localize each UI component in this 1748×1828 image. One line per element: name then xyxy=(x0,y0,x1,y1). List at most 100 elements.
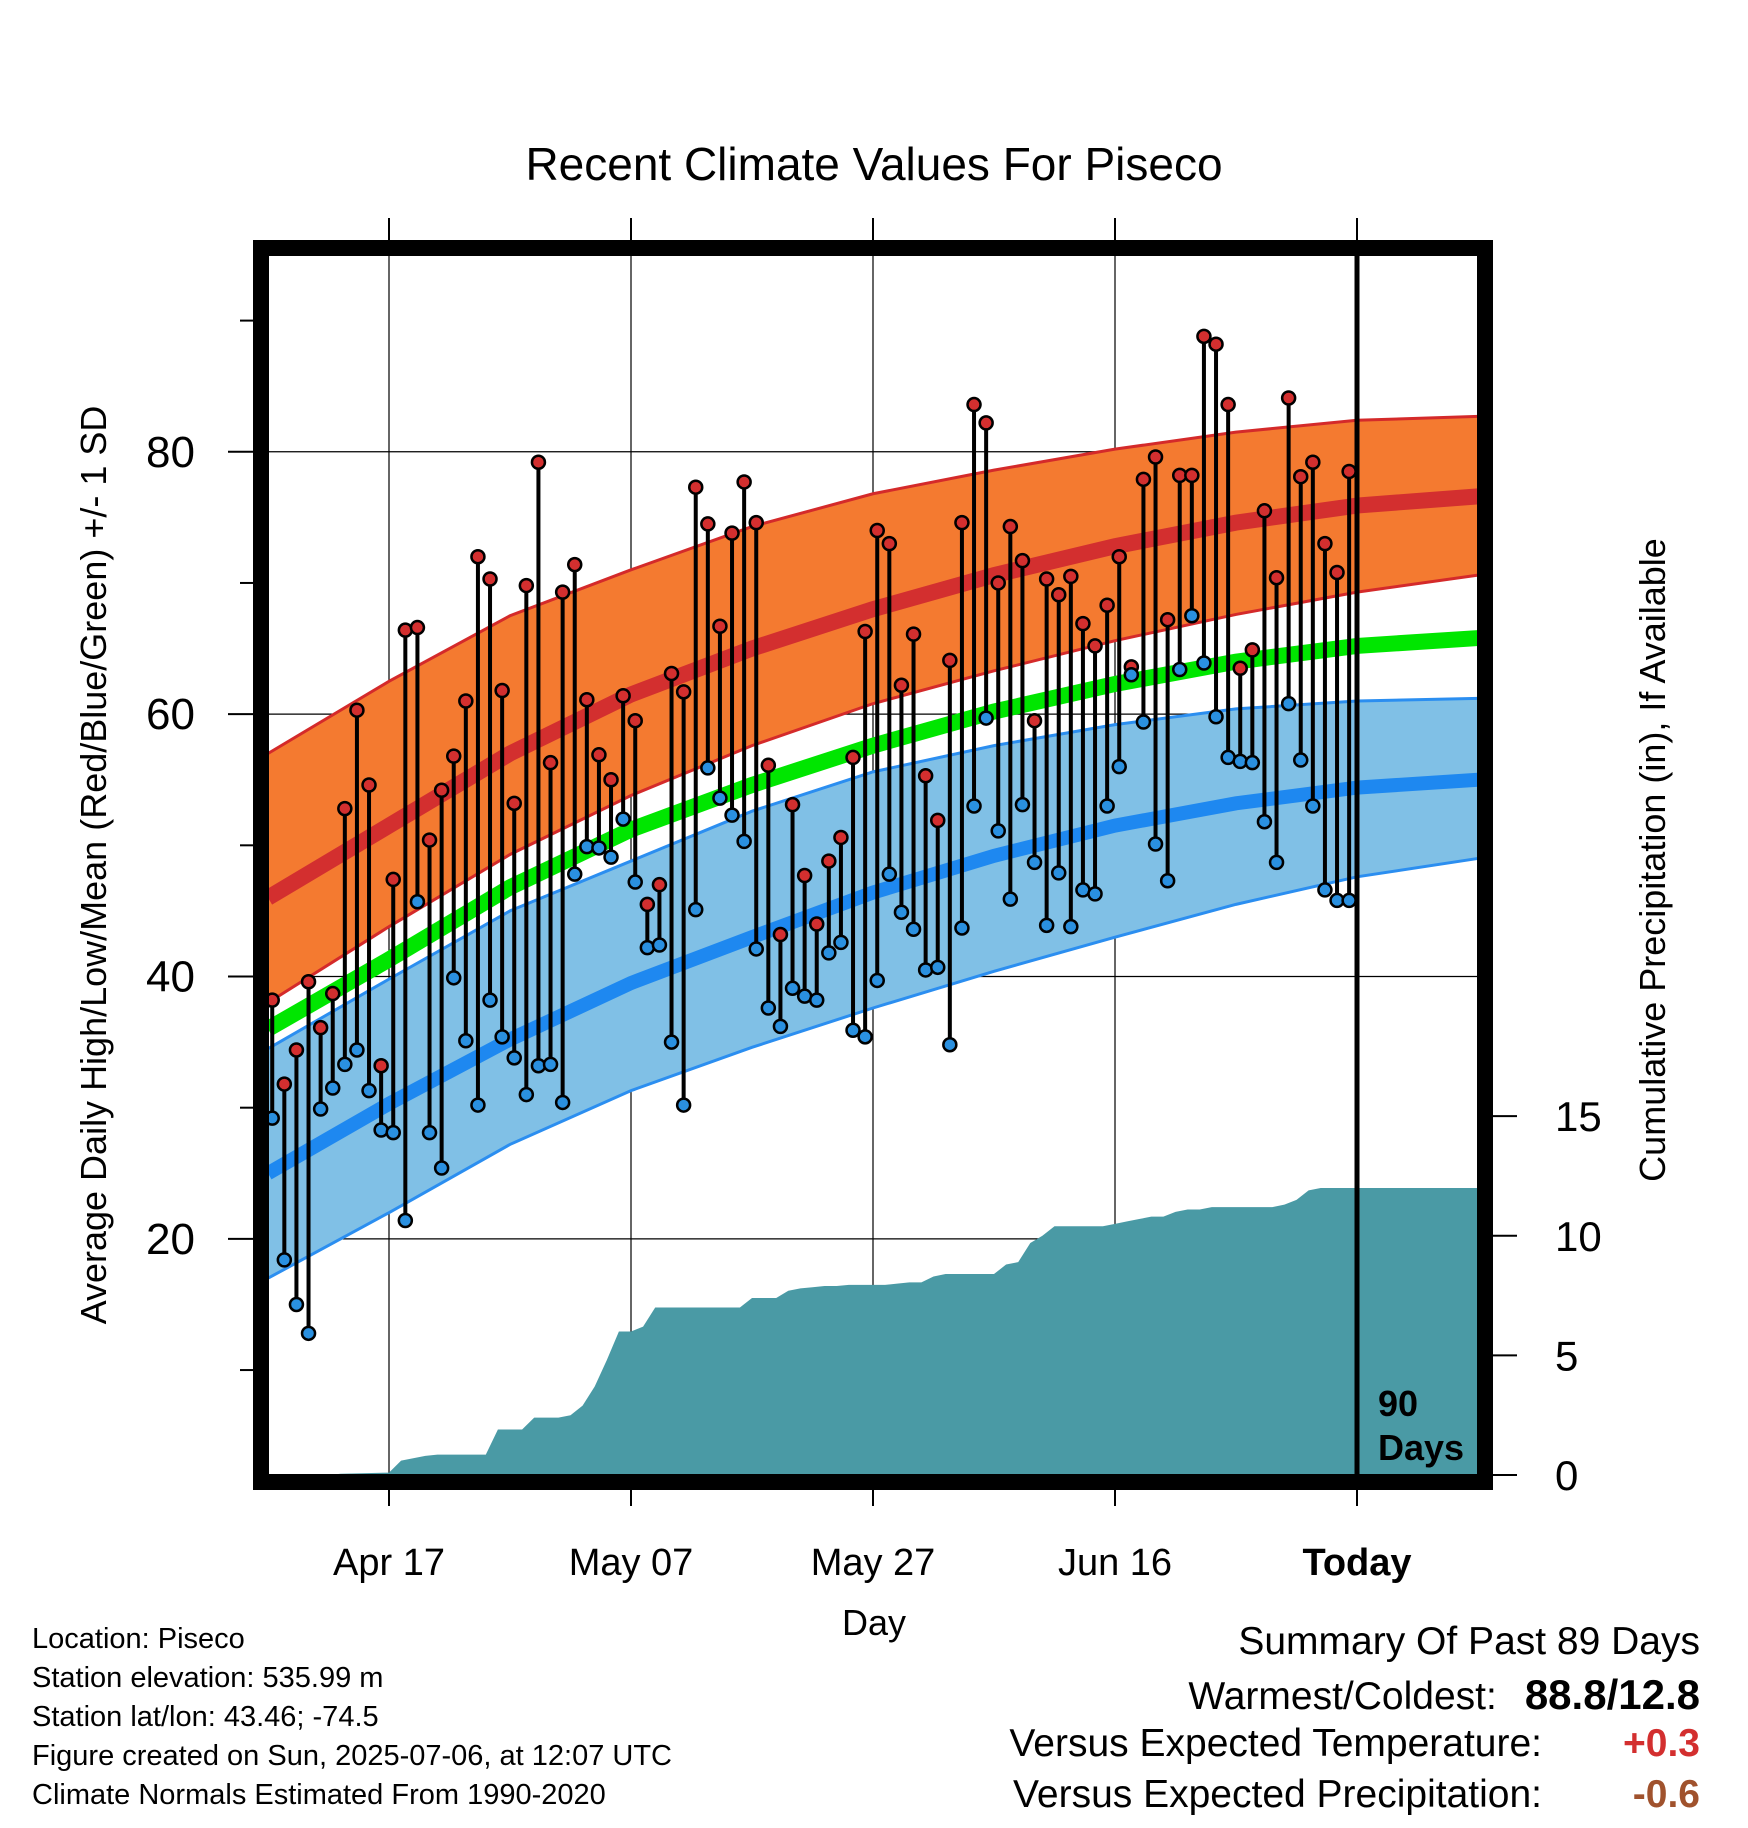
x-tick-label-4: Today xyxy=(1302,1542,1411,1584)
high-dot-day-5 xyxy=(324,985,341,1002)
high-sd-upper-line xyxy=(267,414,1479,755)
y-axis-label: Average Daily High/Low/Mean (Red/Blue/Gr… xyxy=(73,406,114,1325)
high-dot-day-43 xyxy=(784,796,801,813)
low-dot-day-61 xyxy=(1002,891,1019,907)
low-dot-day-1 xyxy=(276,1252,293,1268)
high-dot-day-80 xyxy=(1232,660,1248,676)
today-days-label-line2: Days xyxy=(1378,1427,1464,1468)
high-dot-day-86 xyxy=(1305,454,1321,471)
high-dot-day-41 xyxy=(760,757,777,774)
low-dot-day-43 xyxy=(784,980,801,997)
low-dot-day-27 xyxy=(591,840,607,856)
high-dot-day-31 xyxy=(639,896,656,913)
y-tick-label-1: 40 xyxy=(146,953,195,1002)
low-dot-day-42 xyxy=(772,1018,789,1035)
low-dot-day-7 xyxy=(349,1042,365,1058)
low-dot-day-24 xyxy=(554,1094,571,1111)
low-dot-day-56 xyxy=(942,1036,958,1053)
low-dot-day-8 xyxy=(361,1082,377,1099)
precip-row: Versus Expected Precipitation: -0.6 xyxy=(1009,1773,1700,1824)
low-dot-day-55 xyxy=(929,959,946,976)
latlon-text: Station lat/lon: 43.46; -74.5 xyxy=(32,1701,379,1733)
precip-value: -0.6 xyxy=(1632,1773,1700,1816)
high-dot-day-10 xyxy=(385,871,401,888)
high-dot-day-28 xyxy=(603,771,619,788)
high-dot-day-30 xyxy=(627,712,643,729)
warm-cold-label: Warmest/Coldest: xyxy=(1188,1675,1497,1718)
low-dot-day-16 xyxy=(458,1033,474,1049)
station-info: Location: Piseco Station elevation: 535.… xyxy=(32,1620,672,1815)
low-dot-day-62 xyxy=(1014,796,1031,813)
summary-panel: Summary Of Past 89 Days Warmest/Coldest:… xyxy=(1009,1620,1700,1824)
high-dot-day-74 xyxy=(1159,611,1176,628)
high-dot-day-65 xyxy=(1050,587,1067,603)
daily-dots xyxy=(264,328,1357,1342)
high-dot-day-38 xyxy=(724,525,740,541)
high-dot-day-35 xyxy=(687,479,704,495)
low-dot-day-58 xyxy=(966,798,982,814)
high-dot-day-79 xyxy=(1220,396,1236,413)
high-dot-day-60 xyxy=(990,575,1006,591)
y2-tick-label-2: 10 xyxy=(1555,1213,1602,1260)
high-dot-day-3 xyxy=(300,974,317,990)
high-dot-day-9 xyxy=(373,1057,389,1074)
high-dot-day-70 xyxy=(1111,548,1127,565)
low-dot-day-37 xyxy=(712,790,728,806)
warm-cold-value: 88.8/12.8 xyxy=(1524,1671,1700,1718)
low-dot-day-86 xyxy=(1305,798,1321,814)
high-dot-day-44 xyxy=(796,867,813,884)
high-dot-day-26 xyxy=(579,691,595,708)
low-dot-day-9 xyxy=(373,1122,389,1138)
elevation-text: Station elevation: 535.99 m xyxy=(32,1662,384,1694)
high-dot-day-23 xyxy=(542,754,559,771)
temp-row: Versus Expected Temperature: +0.3 xyxy=(1009,1722,1700,1773)
low-dot-day-78 xyxy=(1208,709,1224,725)
high-dot-day-61 xyxy=(1002,518,1019,535)
high-dot-day-24 xyxy=(554,584,571,600)
low-dot-day-28 xyxy=(603,849,619,865)
normal-bands xyxy=(263,414,1479,1280)
low-dot-day-89 xyxy=(1341,892,1357,909)
precip-area xyxy=(268,1187,1478,1475)
y2-tick-label-1: 5 xyxy=(1555,1332,1578,1379)
high-dot-day-8 xyxy=(361,777,377,793)
high-dot-day-53 xyxy=(905,626,922,642)
high-dot-day-17 xyxy=(470,548,486,565)
y2-tick-label-0: 0 xyxy=(1555,1452,1578,1499)
low-dot-day-25 xyxy=(566,866,583,882)
low-dot-day-13 xyxy=(421,1124,438,1141)
high-dot-day-15 xyxy=(445,748,462,764)
low-dot-day-54 xyxy=(917,962,934,978)
low-dot-day-4 xyxy=(312,1101,329,1117)
low-dot-day-33 xyxy=(663,1034,680,1050)
high-dot-day-59 xyxy=(978,415,994,431)
high-dot-day-14 xyxy=(433,782,450,798)
summary-heading-text: Summary Of Past 89 Days xyxy=(1238,1620,1700,1663)
low-dot-day-29 xyxy=(615,811,631,827)
high-dot-day-67 xyxy=(1075,615,1091,632)
x-tick-label-0: Apr 17 xyxy=(333,1542,445,1584)
low-dot-day-49 xyxy=(857,1029,873,1045)
high-dot-day-81 xyxy=(1244,642,1261,658)
low-dot-day-3 xyxy=(300,1325,317,1342)
high-dot-day-77 xyxy=(1196,328,1212,345)
low-dot-day-50 xyxy=(869,972,885,989)
location-text: Location: Piseco xyxy=(32,1623,245,1655)
high-dot-day-48 xyxy=(845,749,861,766)
low-dot-day-19 xyxy=(494,1029,510,1045)
low-dot-day-66 xyxy=(1063,918,1079,935)
high-dot-day-45 xyxy=(808,916,825,932)
high-dot-day-50 xyxy=(869,522,885,539)
high-dot-day-78 xyxy=(1208,336,1224,352)
low-dot-day-75 xyxy=(1171,661,1188,678)
high-dot-day-27 xyxy=(591,747,607,763)
daily-stems xyxy=(270,336,1352,1334)
high-dot-day-22 xyxy=(530,454,547,471)
high-dot-day-73 xyxy=(1147,449,1164,465)
low-dot-day-30 xyxy=(627,874,643,890)
low-dot-day-70 xyxy=(1111,758,1127,775)
normals-note-text: Climate Normals Estimated From 1990-2020 xyxy=(32,1779,606,1811)
high-dot-day-52 xyxy=(893,677,910,694)
low-dot-day-17 xyxy=(470,1097,486,1113)
